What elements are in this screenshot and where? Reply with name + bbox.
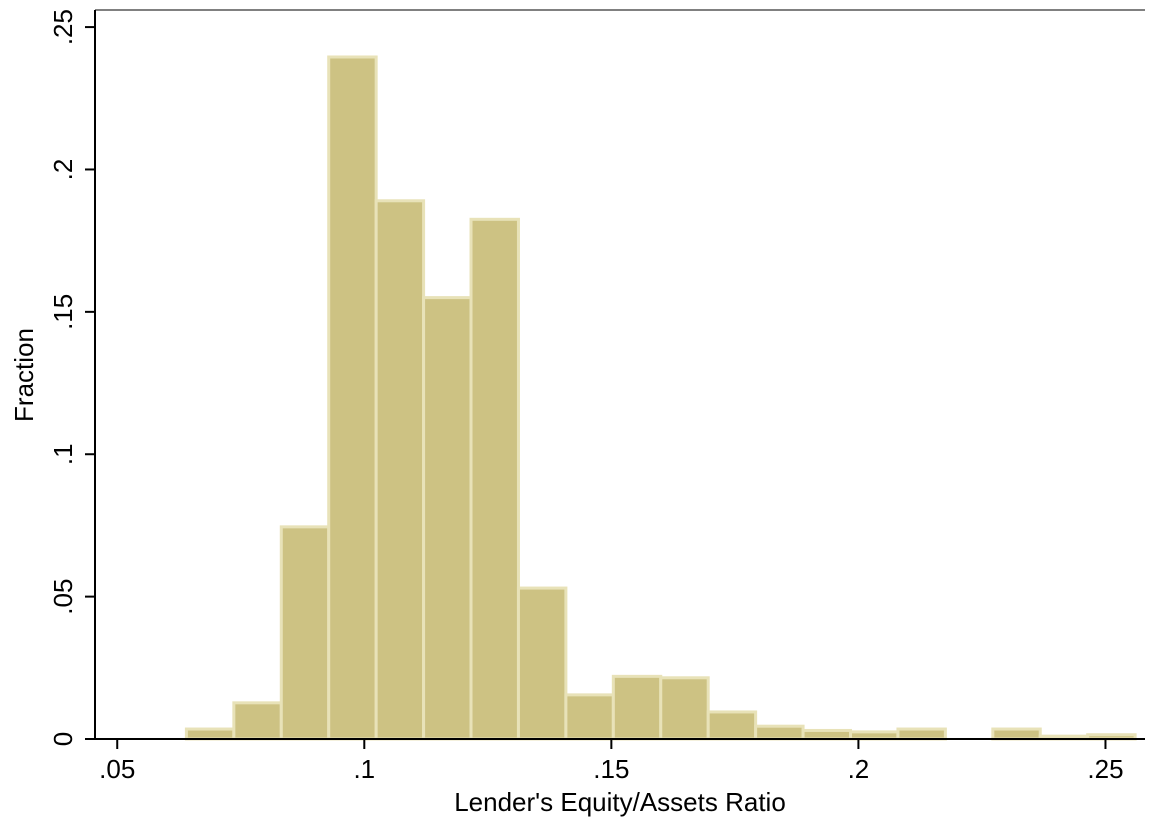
bar bbox=[611, 674, 663, 741]
bar bbox=[801, 728, 853, 741]
bar bbox=[706, 710, 758, 741]
x-tick-label: .2 bbox=[848, 754, 870, 784]
x-tick-label: .15 bbox=[593, 754, 629, 784]
bar bbox=[469, 217, 520, 741]
y-tick-label: .05 bbox=[48, 579, 78, 615]
bar bbox=[232, 701, 283, 741]
bar bbox=[849, 730, 900, 741]
y-tick-label: .1 bbox=[48, 443, 78, 465]
bar bbox=[422, 296, 473, 741]
x-tick-label: .05 bbox=[99, 754, 135, 784]
y-tick-label: .2 bbox=[48, 159, 78, 181]
x-axis-title: Lender's Equity/Assets Ratio bbox=[454, 787, 786, 817]
y-tick-label: .15 bbox=[48, 294, 78, 330]
bar bbox=[516, 586, 568, 741]
y-tick-label: .25 bbox=[48, 9, 78, 45]
bar bbox=[564, 693, 615, 741]
bar bbox=[184, 727, 236, 741]
x-tick-label: .1 bbox=[353, 754, 375, 784]
y-axis-title: Fraction bbox=[9, 328, 39, 422]
bar bbox=[659, 676, 710, 741]
bar bbox=[896, 727, 947, 741]
bar bbox=[991, 727, 1042, 741]
bar bbox=[754, 724, 805, 741]
bar bbox=[327, 55, 378, 741]
bar bbox=[374, 199, 426, 741]
bar bbox=[279, 525, 331, 741]
y-tick-label: 0 bbox=[48, 732, 78, 746]
x-tick-label: .25 bbox=[1087, 754, 1123, 784]
